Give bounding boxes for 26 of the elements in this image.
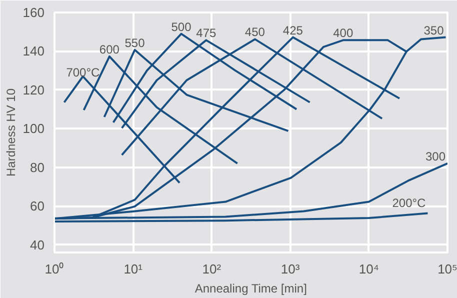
x-tick-label: 10⁵	[438, 262, 457, 276]
y-tick-label: 140	[22, 44, 45, 59]
series-label: 425	[282, 23, 304, 38]
y-tick-label: 120	[22, 82, 45, 98]
series-label: 700°C	[66, 65, 100, 80]
series-label: 600	[99, 42, 120, 56]
y-tick-label: 60	[30, 198, 45, 214]
x-axis-title: Annealing Time [min]	[194, 282, 307, 296]
x-tick-label: 10²	[202, 262, 222, 276]
y-tick-label: 160	[22, 5, 45, 20]
x-tick-label: 10⁰	[44, 262, 64, 276]
series-label: 400	[333, 26, 354, 40]
x-tick-label: 10⁴	[358, 262, 379, 276]
series-label: 200°C	[392, 196, 426, 210]
y-tick-label: 80	[30, 160, 45, 175]
y-tick-label: 100	[22, 121, 45, 136]
series-label: 550	[124, 36, 146, 50]
x-tick-label: 10³	[280, 262, 300, 276]
series-label: 300	[425, 149, 446, 164]
y-tick-label: 40	[30, 237, 45, 252]
series-label: 500	[171, 20, 192, 34]
y-axis-title: Hardness HV 10	[4, 88, 18, 177]
series-label: 350	[424, 23, 444, 38]
series-label: 475	[196, 26, 216, 40]
x-tick-label: 10¹	[124, 262, 144, 276]
series-label: 450	[244, 25, 266, 40]
